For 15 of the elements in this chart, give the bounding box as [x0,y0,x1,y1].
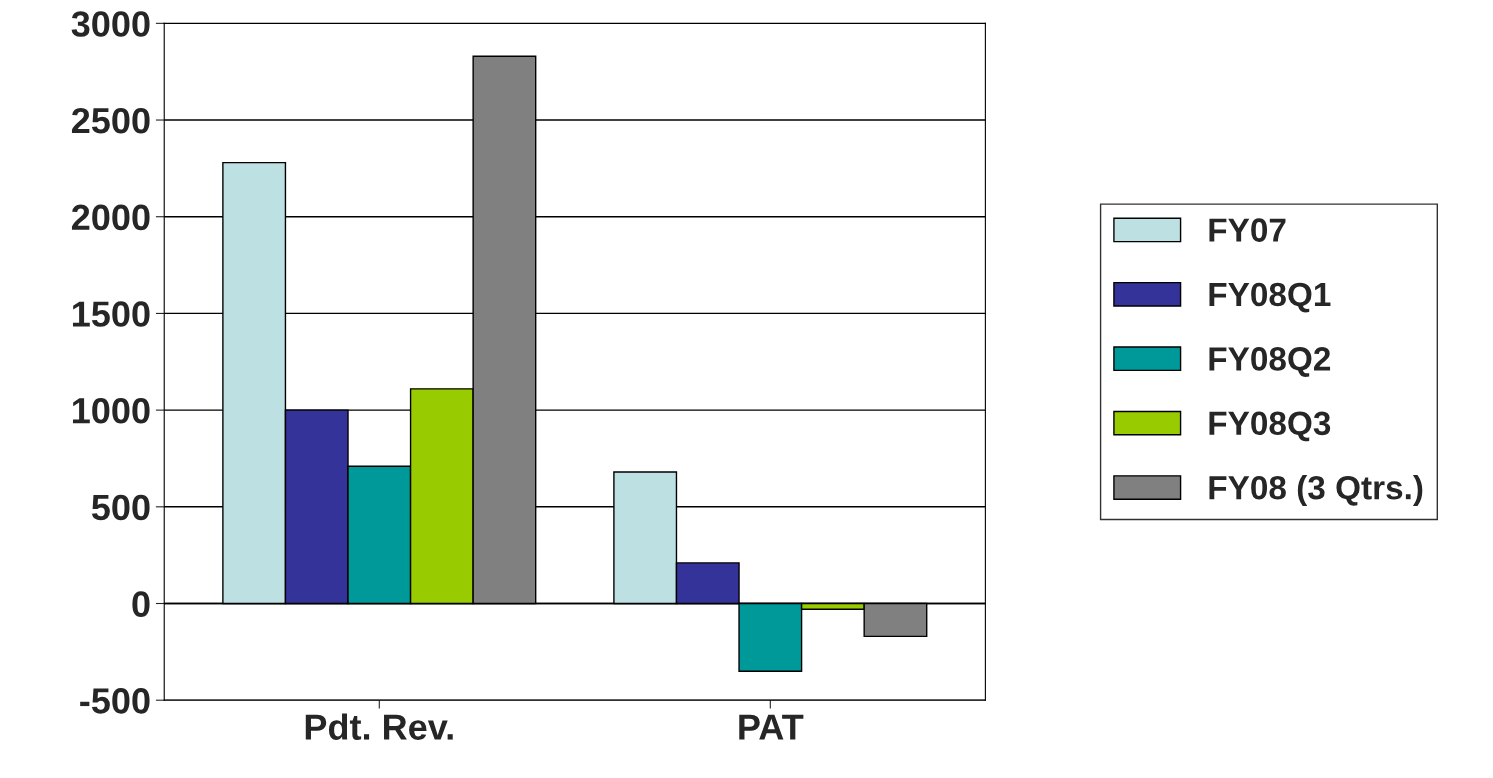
y-tick-label: 2000 [71,204,150,231]
y-tick-label: 1500 [72,301,150,327]
y-tick-label: 500 [91,494,150,521]
y-tick-label: 2500 [71,107,150,134]
x-tick-label: Pdt. Rev. [305,713,453,740]
x-tick-label: PAT [739,714,804,740]
y-tick-label: 1000 [72,397,150,424]
legend-label: FY08Q2 [1209,347,1331,377]
legend-label: FY08Q1 [1209,282,1331,313]
y-tick-label: 3000 [71,11,150,37]
legend-label: FY08 (3 Qtrs.) [1209,475,1423,507]
y-tick-label: 0 [132,591,150,617]
legend-label: FY07 [1209,218,1286,242]
y-tick-label: -500 [80,688,150,714]
legend-label: FY08Q3 [1209,411,1331,442]
